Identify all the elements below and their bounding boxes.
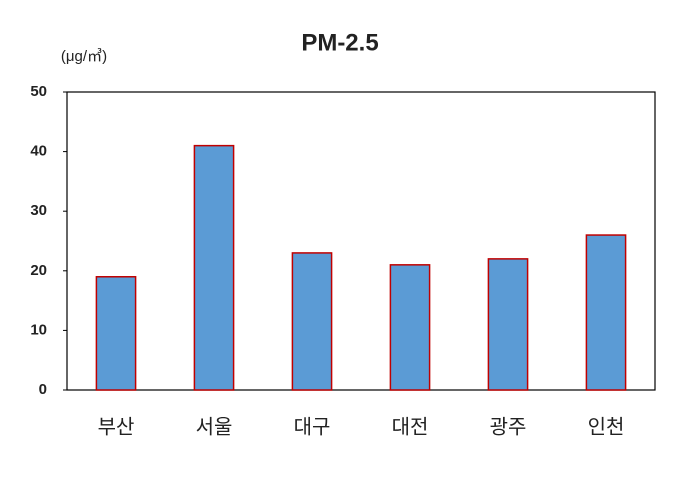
- chart-title: PM-2.5: [301, 29, 378, 56]
- x-tick-label: 서울: [196, 415, 233, 438]
- y-tick-label: 40: [30, 143, 47, 160]
- y-tick-label: 10: [30, 321, 47, 338]
- bar: [487, 258, 529, 391]
- x-tick-label: 인천: [588, 415, 625, 438]
- y-tick-label: 30: [30, 202, 47, 219]
- x-tick-label: 대구: [294, 415, 331, 438]
- x-tick-label: 광주: [490, 415, 527, 438]
- y-tick-label: 20: [30, 262, 47, 279]
- bar: [585, 234, 627, 391]
- bar: [95, 276, 137, 391]
- y-tick-label: 0: [39, 381, 47, 398]
- y-axis-label: (μg/㎥): [61, 48, 107, 65]
- y-tick-label: 50: [30, 83, 47, 100]
- x-tick-label: 대전: [392, 415, 429, 438]
- bar: [291, 252, 333, 391]
- plot-frame: [66, 91, 656, 391]
- x-tick-label: 부산: [98, 415, 135, 438]
- bar: [389, 264, 431, 391]
- bar: [193, 144, 235, 391]
